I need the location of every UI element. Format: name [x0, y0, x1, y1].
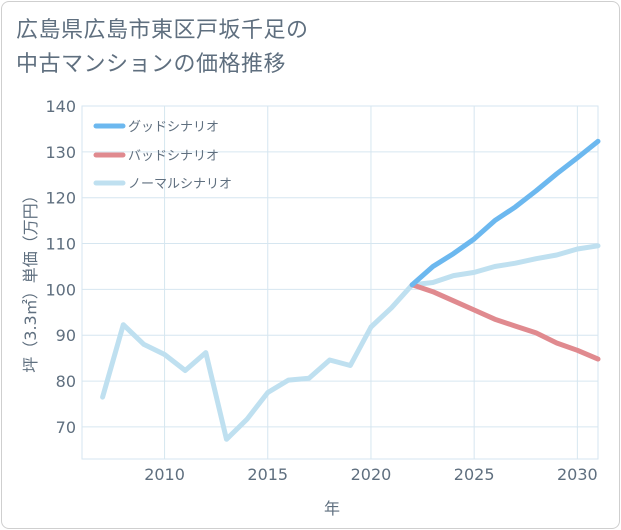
y-tick-label: 130: [45, 143, 76, 162]
y-tick-label: 70: [56, 418, 76, 437]
y-tick-label: 140: [45, 97, 76, 116]
legend-item-good: グッドシナリオ: [93, 120, 219, 135]
legend-label: バッドシナリオ: [128, 149, 219, 164]
x-tick-label: 2020: [351, 465, 392, 484]
legend-item-normal: ノーマルシナリオ: [93, 177, 232, 192]
normal-scenario-line: [100, 243, 601, 442]
chart-title-line-2: 中古マンションの価格推移: [16, 52, 287, 77]
bad-scenario-line: [409, 282, 601, 362]
y-tick-label: 90: [56, 326, 76, 345]
y-tick-label: 120: [45, 189, 76, 208]
x-tick-label: 2010: [144, 465, 185, 484]
good-scenario-line: [409, 138, 601, 288]
x-tick-label: 2025: [454, 465, 495, 484]
legend-label: ノーマルシナリオ: [128, 177, 232, 192]
x-tick-label: 2030: [557, 465, 598, 484]
chart-title: 広島県広島市東区戸坂千足の 中古マンションの価格推移: [16, 14, 576, 82]
axis-tick-labels: 70 80 90 100 110 120 130 140 2010 2015 2020 2025 203…: [45, 97, 597, 484]
data-series: [100, 138, 601, 442]
grid-lines: [81, 105, 599, 460]
y-tick-label: 80: [56, 372, 76, 391]
x-axis-label: 年: [324, 499, 340, 518]
x-tick-label: 2015: [247, 465, 288, 484]
y-tick-label: 110: [45, 235, 76, 254]
legend-label: グッドシナリオ: [128, 120, 219, 135]
legend-item-bad: バッドシナリオ: [93, 149, 219, 164]
chart-title-line-1: 広島県広島市東区戸坂千足の: [16, 18, 309, 43]
y-tick-label: 100: [45, 280, 76, 299]
y-axis-label: 坪（3.3㎡）単価（万円）: [21, 187, 40, 372]
